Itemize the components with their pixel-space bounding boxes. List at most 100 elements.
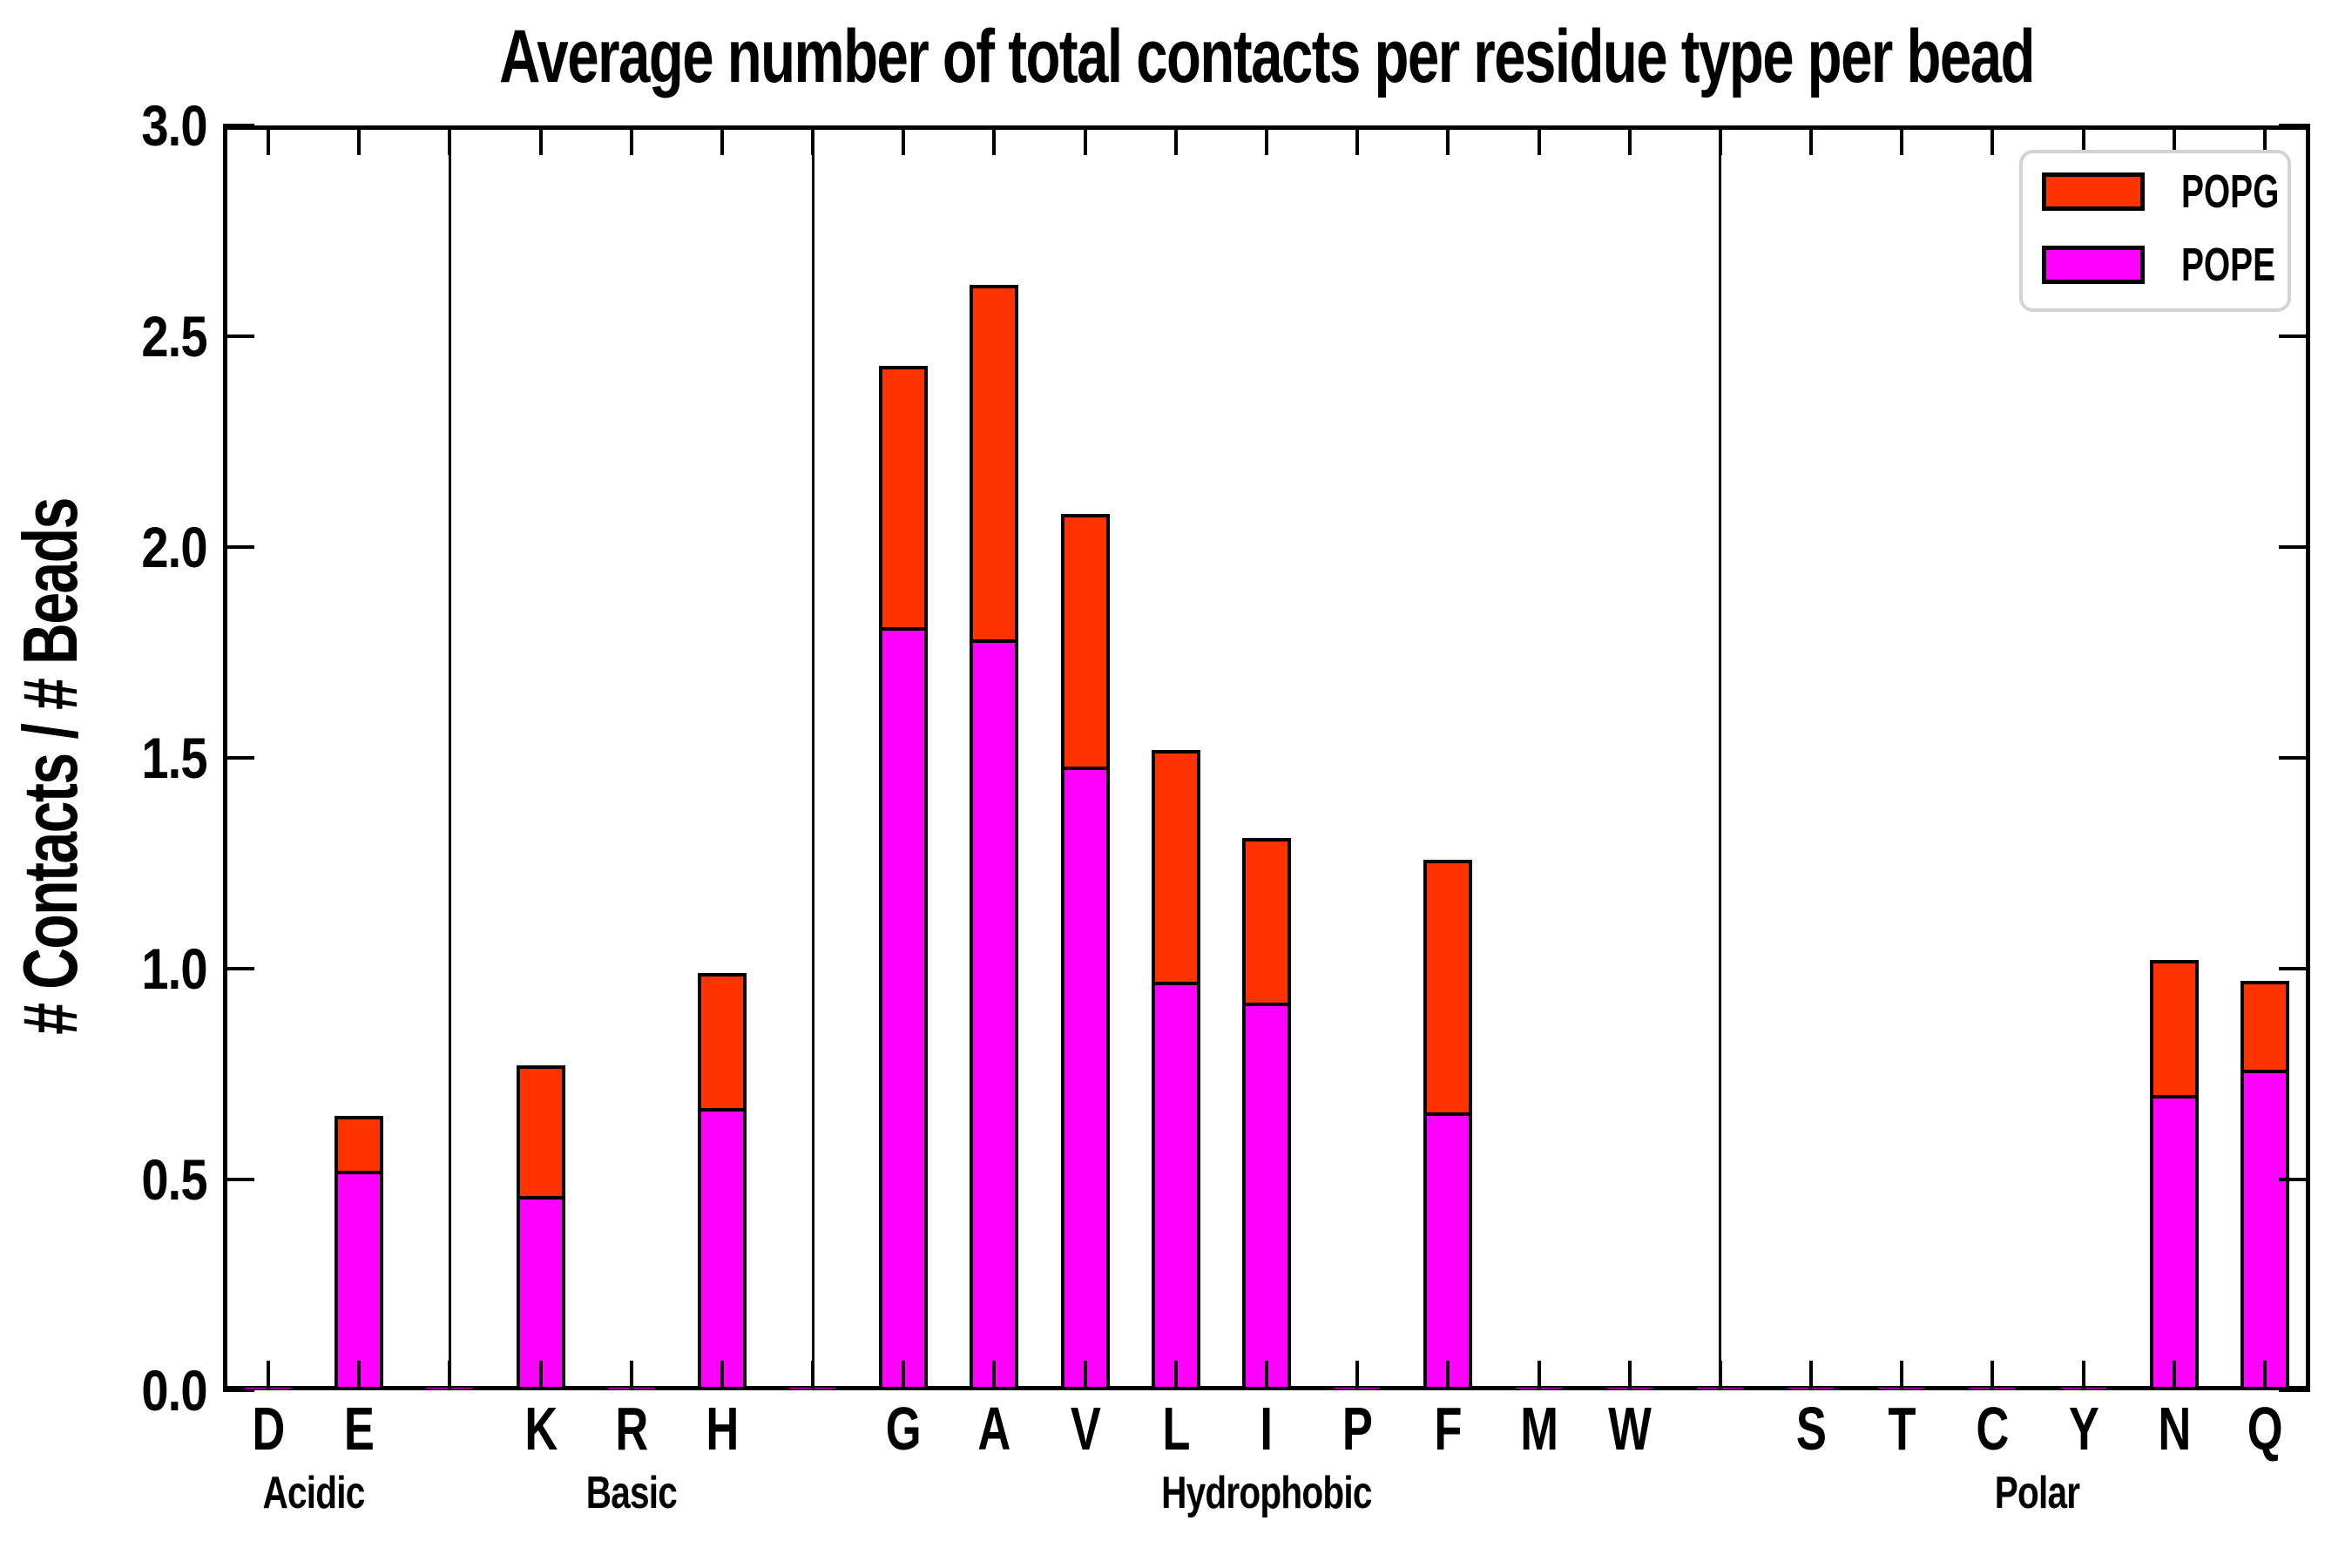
x-label-R: R [579, 1397, 684, 1460]
legend-label-popg: POPG [2181, 166, 2280, 218]
x-label-I: I [1214, 1397, 1319, 1460]
y-tick-label-2.0-text: 2.0 [141, 515, 208, 579]
y-tick-left-1.5 [223, 756, 254, 760]
bar-V-pope [1061, 767, 1110, 1390]
y-tick-label-2.5-text: 2.5 [141, 304, 208, 368]
y-tick-label-0.0: 0.0 [0, 1361, 213, 1420]
group-label-hydrophobic-text: Hydrophobic [1161, 1468, 1372, 1518]
x-tick-top-K [539, 125, 543, 155]
x-label-T-text: T [1887, 1395, 1916, 1463]
x-tick-top-V [1084, 125, 1087, 155]
x-label-H-text: H [706, 1395, 739, 1463]
x-label-N-text: N [2158, 1395, 2191, 1463]
y-tick-left-1.0 [223, 967, 254, 970]
x-tick-F [1446, 1361, 1450, 1390]
bar-N-popg [2150, 960, 2199, 1098]
x-tick-W [1628, 1361, 1632, 1390]
x-label-Y: Y [2031, 1397, 2136, 1460]
y-tick-label-1.0: 1.0 [0, 939, 213, 998]
y-tick-label-0.5-text: 0.5 [141, 1147, 208, 1212]
x-tick-top-F [1446, 125, 1450, 155]
bar-V-popg [1061, 514, 1110, 770]
x-tick-S [1809, 1361, 1813, 1390]
x-label-D-text: D [252, 1395, 285, 1463]
y-tick-right-3.0 [2279, 124, 2310, 127]
bar-L-popg [1152, 750, 1200, 985]
x-tick-G [902, 1361, 905, 1390]
x-label-G: G [851, 1397, 956, 1460]
chart-title: Average number of total contacts per res… [499, 15, 2035, 98]
x-label-D: D [216, 1397, 321, 1460]
y-tick-label-3.0: 3.0 [0, 96, 213, 155]
bar-F-pope [1423, 1112, 1472, 1390]
group-divider-2 [1719, 125, 1721, 1390]
bar-G-pope [879, 627, 928, 1390]
x-label-L: L [1124, 1397, 1228, 1460]
y-tick-label-1.0-text: 1.0 [141, 936, 208, 1001]
x-tick-top-S [1809, 125, 1813, 155]
y-tick-left-0.5 [223, 1178, 254, 1181]
y-tick-label-3.0-text: 3.0 [141, 93, 208, 158]
group-label-basic-text: Basic [585, 1468, 678, 1518]
x-tick-T [1900, 1361, 1903, 1390]
bar-Q-pope [2240, 1070, 2289, 1390]
x-label-C: C [1940, 1397, 2044, 1460]
x-tick-H [720, 1361, 724, 1390]
x-label-E-text: E [343, 1395, 375, 1463]
x-label-I-text: I [1260, 1395, 1274, 1463]
x-label-L-text: L [1161, 1395, 1191, 1463]
x-label-M-text: M [1520, 1395, 1558, 1463]
x-tick-top-D [267, 125, 270, 155]
x-tick-top-T [1900, 125, 1903, 155]
group-label-acidic: Acidic [139, 1467, 488, 1519]
x-tick-top-L [1174, 125, 1178, 155]
x-label-P: P [1305, 1397, 1409, 1460]
x-label-M: M [1487, 1397, 1592, 1460]
y-tick-label-1.5-text: 1.5 [141, 726, 208, 790]
x-label-K-text: K [524, 1395, 558, 1463]
bar-L-pope [1152, 982, 1200, 1390]
x-label-C-text: C [1976, 1395, 2009, 1463]
x-tick-top-sep2 [1719, 125, 1722, 155]
bar-H-pope [698, 1108, 747, 1390]
x-label-P-text: P [1342, 1395, 1373, 1463]
pope-swatch [2042, 246, 2145, 284]
x-tick-top-H [720, 125, 724, 155]
x-label-S-text: S [1795, 1395, 1827, 1463]
x-label-K: K [489, 1397, 593, 1460]
group-label-polar-text: Polar [1995, 1468, 2080, 1518]
bar-G-popg [879, 366, 928, 631]
y-tick-label-0.5: 0.5 [0, 1150, 213, 1209]
y-tick-left-2.0 [223, 545, 254, 549]
x-tick-L [1174, 1361, 1178, 1390]
x-tick-top-R [630, 125, 633, 155]
x-tick-V [1084, 1361, 1087, 1390]
x-tick-R [630, 1361, 633, 1390]
x-label-V-text: V [1070, 1395, 1101, 1463]
x-tick-P [1355, 1361, 1359, 1390]
x-tick-sep0 [448, 1361, 451, 1390]
y-tick-left-3.0 [223, 124, 254, 127]
y-tick-right-2.0 [2279, 545, 2310, 549]
x-label-F: F [1396, 1397, 1500, 1460]
x-tick-sep2 [1719, 1361, 1722, 1390]
x-tick-top-Y [2082, 125, 2085, 155]
x-tick-top-W [1628, 125, 1632, 155]
bar-F-popg [1423, 860, 1472, 1116]
y-tick-label-2.0: 2.0 [0, 517, 213, 577]
y-tick-left-0.0 [223, 1389, 254, 1392]
x-label-Q: Q [2213, 1397, 2317, 1460]
bar-Q-popg [2240, 981, 2289, 1073]
x-label-S: S [1759, 1397, 1863, 1460]
x-tick-N [2173, 1361, 2176, 1390]
x-tick-top-E [357, 125, 361, 155]
x-label-R-text: R [615, 1395, 648, 1463]
x-label-N: N [2122, 1397, 2227, 1460]
group-label-acidic-text: Acidic [262, 1468, 365, 1518]
y-tick-right-2.5 [2279, 335, 2310, 338]
legend-label-pope: POPE [2181, 239, 2276, 291]
x-tick-I [1265, 1361, 1268, 1390]
x-tick-C [1990, 1361, 1994, 1390]
y-tick-right-0.0 [2279, 1389, 2310, 1392]
